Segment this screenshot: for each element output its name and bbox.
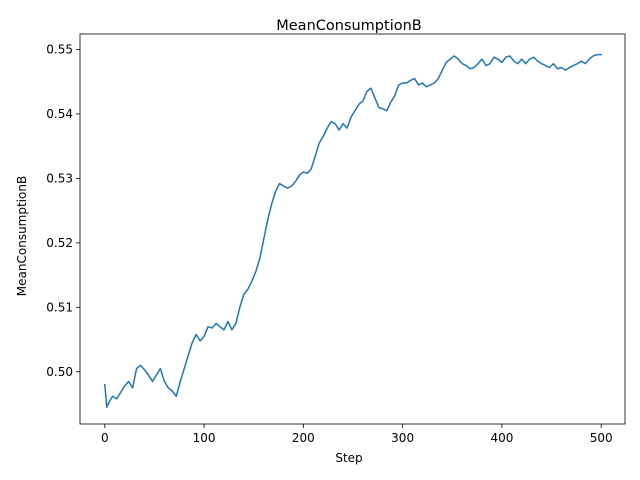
axes-frame: [79, 33, 626, 425]
x-tick-label: 300: [391, 431, 414, 445]
x-tick-label: 500: [590, 431, 613, 445]
chart-title: MeanConsumptionB: [276, 18, 422, 34]
x-tick-label: 100: [193, 431, 216, 445]
x-tick-label: 200: [292, 431, 315, 445]
y-tick-label: 0.54: [46, 107, 73, 121]
x-tick-label: 400: [490, 431, 513, 445]
x-tick-label: 0: [101, 431, 109, 445]
y-tick-label: 0.51: [46, 300, 73, 314]
axes: 0 100 200 300 400 500 0.50 0.51 0.52 0.53 0.54 0.55: [46, 33, 626, 445]
series-line-0: [104, 53, 602, 408]
y-tick-label: 0.52: [46, 236, 73, 250]
plot-area: [104, 53, 602, 408]
y-tick-label: 0.53: [46, 171, 73, 185]
y-tick-label: 0.50: [46, 365, 73, 379]
y-tick-label: 0.55: [46, 42, 73, 56]
x-axis-title: Step: [335, 451, 362, 465]
y-axis-title: MeanConsumptionB: [15, 176, 29, 296]
